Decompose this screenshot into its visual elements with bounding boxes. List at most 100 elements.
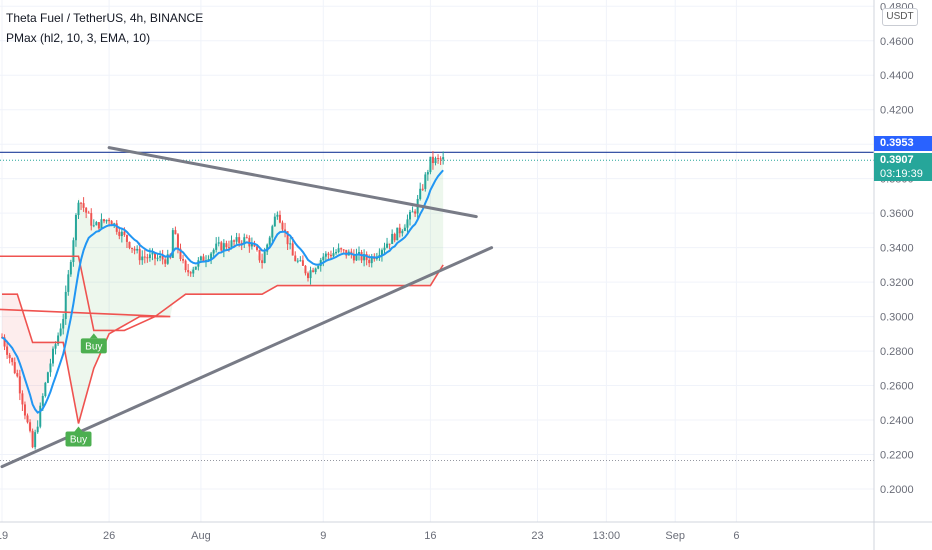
trendline [107,146,478,219]
candle-body [391,233,394,244]
pmax-fill-segment [361,257,365,286]
candle-body [161,255,164,260]
indicator-title[interactable]: PMax (hl2, 10, 3, EMA, 10) [6,31,151,45]
candle-body [151,252,154,255]
candle-body [245,237,248,239]
candle-body [332,253,335,257]
pmax-fill-segment [134,249,138,320]
candle-body [90,213,93,226]
candle-body [253,243,256,247]
candle-body [179,248,182,260]
candle-body [41,395,44,406]
symbol-title[interactable]: Theta Fuel / TetherUS, 4h, BINANCE [6,11,204,25]
pmax-fill-segment [70,237,74,397]
candle-body [286,231,289,245]
candle-body [159,255,162,258]
candle-body [281,222,284,230]
pmax-fill-segment [104,219,107,346]
pmax-fill-segment [132,246,135,321]
candle-body [118,231,121,237]
pmax-fill-segment [167,259,171,317]
candle-body [301,260,304,266]
candle-body [54,344,57,349]
candle-body [29,422,32,431]
pmax-fill-segment [420,185,423,286]
pmax-fill-segment [213,247,217,295]
pmax-fill-segment [366,258,370,286]
x-tick-label: 13:00 [593,530,621,542]
candle-body [278,214,281,223]
candle-body [115,223,118,232]
pmax-fill-segment [152,257,155,317]
chart-legend: Theta Fuel / TetherUS, 4h, BINANCE PMax … [6,8,203,48]
x-tick-label: Sep [665,530,685,542]
candle-body [154,252,156,259]
candle-body [26,415,29,423]
candle-body [322,256,325,261]
buy-signal-label: Buy [70,434,87,445]
candle-body [266,244,269,252]
pmax-fill-segment [356,256,359,286]
pmax-fill-segment [37,342,41,423]
pmax-fill-segment [200,258,204,295]
pmax-fill-segment [290,248,293,286]
candle-body [11,358,14,363]
candle-body [230,240,233,248]
pmax-fill-segment [218,246,222,295]
candle-body [227,247,230,249]
candle-body [386,243,389,248]
candle-body [44,382,47,396]
pmax-fill-segment [73,217,76,410]
candle-body [243,237,246,245]
buy-signal-badge [65,431,92,447]
y-tick-label: 0.2800 [880,346,914,358]
candle-body [192,269,195,274]
candle-body [215,243,218,250]
pmax-fill-segment [119,230,122,329]
candle-body [437,158,440,160]
pmax-fill-segment [422,177,426,286]
pmax-fill-segment [19,302,23,401]
buy-signal-badge [80,338,107,354]
candle-body [31,430,34,448]
pmax-fill-segment [333,251,337,286]
pmax-fill-segment [106,218,110,340]
candle-body [103,219,105,222]
pmax-fill-segment [254,250,257,295]
pmax-fill-segment [277,209,280,286]
pmax-fill-segment [432,160,436,282]
pmax-fill-segment [295,259,298,286]
pmax-fill-segment [188,269,191,295]
pmax-fill-segment [279,217,283,286]
candle-body [393,233,396,241]
candle-body [442,157,445,160]
pmax-line [0,255,444,424]
candle-body [401,230,404,234]
candle-body [52,348,54,364]
candle-body [184,260,187,271]
candle-body [403,227,406,231]
signal-pointer [74,426,83,432]
pmax-fill-segment [336,251,339,286]
candle-body [317,266,320,269]
pmax-fill-segment [412,209,416,286]
pmax-fill-segment [353,255,357,286]
y-tick-label: 0.4400 [880,70,914,82]
candle-body [411,211,414,213]
candle-body [3,337,6,347]
candle-body [268,237,271,245]
currency-badge[interactable]: USDT [882,8,918,26]
candle-body [120,231,123,237]
candle-body [276,214,279,217]
candle-body [235,237,238,242]
candle-body [8,354,11,359]
candle-body [345,249,348,256]
candle-body [16,373,19,377]
pmax-fill-segment [374,252,377,286]
candle-body [189,272,192,274]
pmax-fill-segment [32,342,36,448]
pmax-fill-segment [114,224,117,331]
candle-body [414,211,417,214]
pmax-fill-segment [121,234,125,327]
